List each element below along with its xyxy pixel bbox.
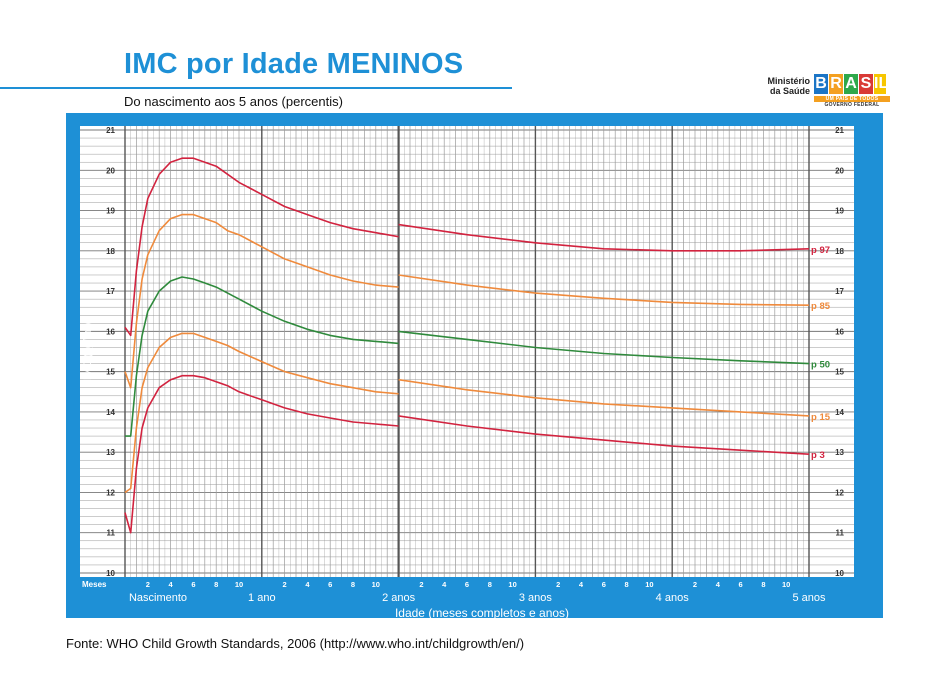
y-tick-label-right: 15 [835,368,844,377]
x-month-tick-label: 10 [508,580,516,589]
x-month-tick-label: 8 [625,580,629,589]
series-end-label: p 50 [811,360,830,371]
y-tick-label-right: 12 [835,488,844,497]
y-tick-label-left: 19 [106,207,115,216]
series-line [398,274,810,306]
series-line [398,415,810,455]
y-tick-label-left: 13 [106,448,115,457]
series-line [398,223,810,252]
series-line [398,330,810,365]
x-month-tick-label: 8 [214,580,218,589]
y-tick-label-left: 14 [106,408,115,417]
y-tick-label-right: 10 [835,569,844,578]
x-month-tick-label: 8 [488,580,492,589]
series-line [124,157,399,337]
y-tick-label-right: 14 [835,408,844,417]
y-tick-label-left: 12 [106,488,115,497]
x-month-tick-label: 2 [283,580,287,589]
y-tick-label-left: 21 [106,126,115,135]
y-tick-label-right: 21 [835,126,844,135]
series-line [124,332,399,494]
x-month-tick-label: 4 [305,580,310,589]
y-tick-label-left: 20 [106,166,115,175]
y-tick-label-right: 13 [835,448,844,457]
page-subtitle: Do nascimento aos 5 anos (percentis) [124,94,343,109]
x-month-tick-label: 2 [693,580,697,589]
series-end-label: p 3 [811,450,825,461]
x-month-tick-label: 4 [169,580,174,589]
x-month-tick-label: 10 [372,580,380,589]
y-tick-label-left: 17 [106,287,115,296]
ministry-logo: Ministério da Saúde B R A S IL UM PAÍS DE TO… [760,72,890,108]
x-major-label: 2 anos [382,592,416,604]
x-month-tick-label: 6 [191,580,195,589]
y-tick-label-right: 20 [835,166,844,175]
x-month-tick-label: 2 [419,580,423,589]
x-month-tick-label: 10 [782,580,790,589]
y-axis-label: IMC (kg/m²) [82,322,94,380]
series-line [124,213,399,389]
x-month-tick-label: 2 [146,580,150,589]
brasil-logo: B R A S IL [814,74,889,94]
bmi-for-age-chart: 10 10 11 11 12 12 13 13 14 14 15 15 16 16 17 17 18 18 19 19… [80,126,854,618]
y-tick-label-left: 16 [106,327,115,336]
x-month-tick-label: 8 [761,580,765,589]
x-major-label: 1 ano [248,592,276,604]
y-tick-label-right: 16 [835,327,844,336]
y-tick-label-right: 18 [835,247,844,256]
government-motto: UM PAÍS DE TODOS GOVERNO FEDERAL [814,96,890,108]
series-end-label: p 15 [811,412,831,423]
x-month-tick-label: 6 [328,580,332,589]
x-month-tick-label: 6 [465,580,469,589]
x-month-tick-label: 10 [645,580,653,589]
source-citation: Fonte: WHO Child Growth Standards, 2006 … [66,636,525,651]
series-end-label: p 85 [811,301,831,312]
y-tick-label-left: 18 [106,247,115,256]
series-line [125,276,399,437]
y-tick-label-left: 15 [106,368,115,377]
x-month-tick-label: 2 [556,580,560,589]
page-title: IMC por Idade MENINOS [124,48,464,80]
x-major-label: 4 anos [656,592,690,604]
ministry-name-line1: Ministério [767,76,810,86]
x-month-tick-label: 6 [602,580,606,589]
x-major-label: Nascimento [129,592,187,604]
x-month-tick-label: 10 [235,580,243,589]
title-underline [0,87,512,89]
y-tick-label-left: 10 [106,569,115,578]
left-axis-band [80,126,125,577]
x-month-tick-label: 4 [579,580,584,589]
y-tick-label-left: 11 [107,529,116,538]
ministry-name: Ministério da Saúde [760,76,810,96]
y-tick-label-right: 19 [835,207,844,216]
y-tick-label-right: 17 [835,287,844,296]
x-month-tick-label: 8 [351,580,355,589]
x-axis-label: Idade (meses completos e anos) [395,606,569,618]
x-major-label: 5 anos [792,592,826,604]
x-major-label: 3 anos [519,592,553,604]
motto-text: UM PAÍS DE TODOS [814,96,890,102]
right-axis-band [809,126,854,577]
series-line [124,374,399,534]
government-text: GOVERNO FEDERAL [824,102,880,108]
x-unit-label: Meses [82,580,107,589]
series-end-label: p 97 [811,245,830,256]
x-month-tick-label: 4 [442,580,447,589]
x-month-tick-label: 4 [716,580,721,589]
series-line [398,378,810,417]
ministry-name-line2: da Saúde [769,86,810,96]
y-tick-label-right: 11 [836,529,845,538]
x-month-tick-label: 6 [739,580,743,589]
